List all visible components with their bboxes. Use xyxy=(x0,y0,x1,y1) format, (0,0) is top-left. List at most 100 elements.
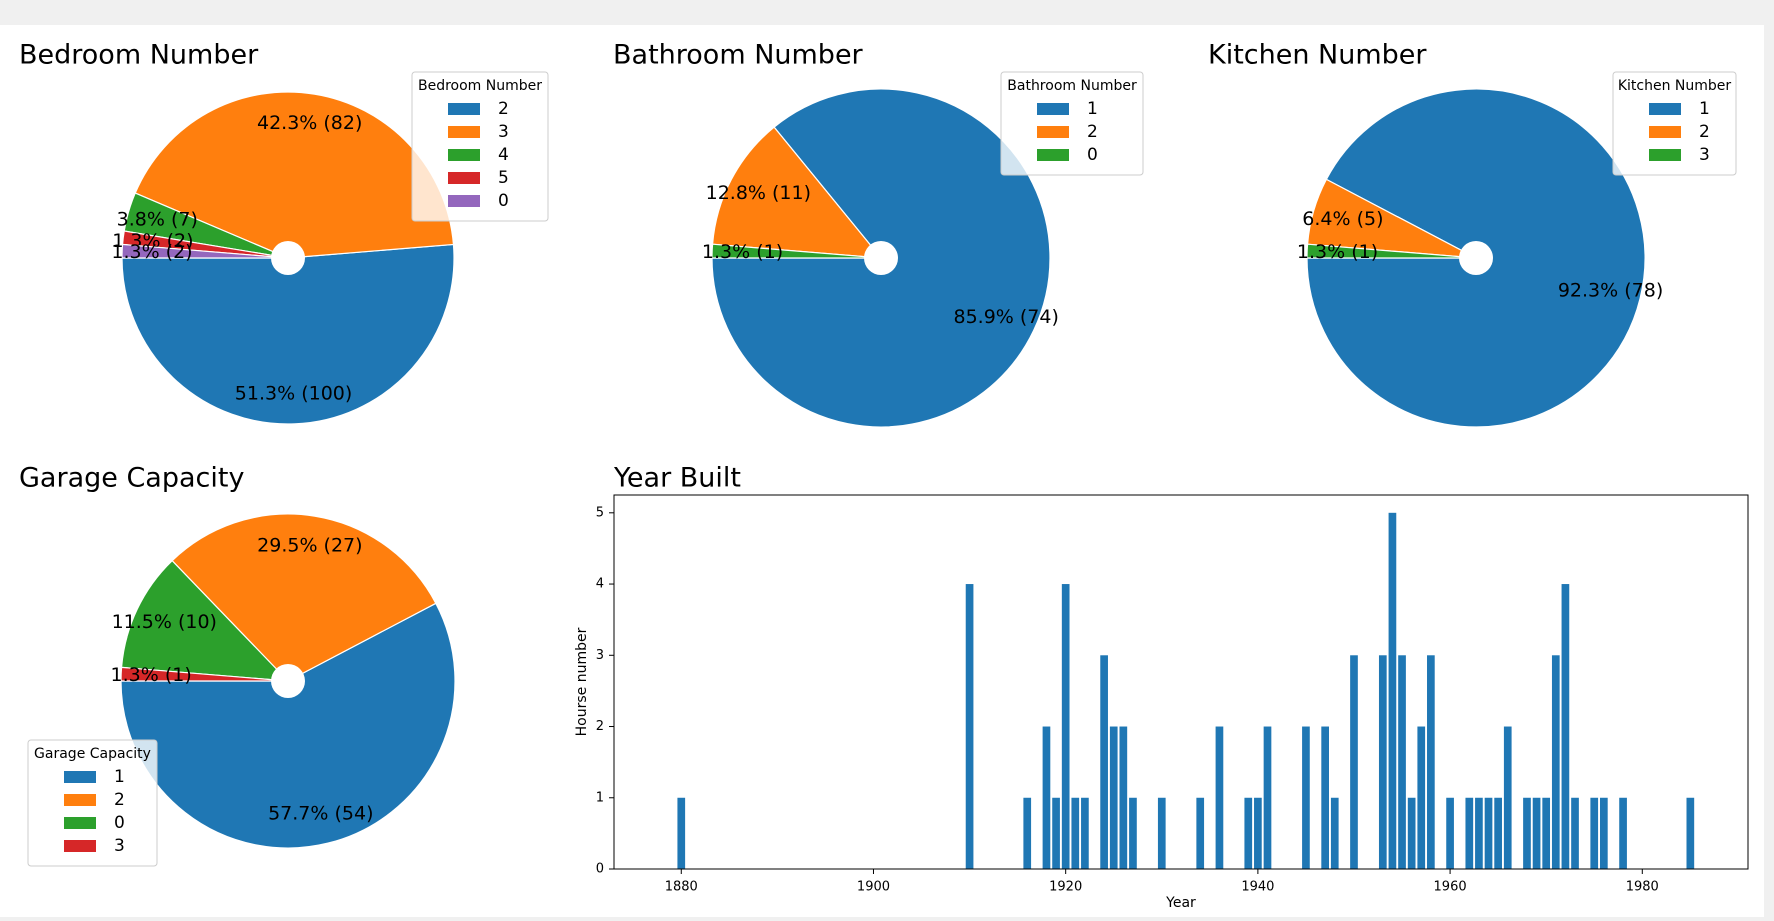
bar-1960 xyxy=(1446,797,1454,869)
y-tick-label: 5 xyxy=(596,505,604,520)
bar-1916 xyxy=(1023,797,1032,869)
bar-1926 xyxy=(1119,726,1128,869)
legend-entry-label: 4 xyxy=(498,145,509,165)
bar-1964 xyxy=(1484,797,1493,869)
legend-swatch-1 xyxy=(1649,103,1681,115)
legend-swatch-2 xyxy=(1649,126,1681,138)
legend-entry-label: 2 xyxy=(1699,122,1710,142)
legend-swatch-1 xyxy=(64,771,96,783)
bar-1910 xyxy=(965,584,974,869)
legend-entry-label: 3 xyxy=(114,836,125,856)
bar-1954 xyxy=(1388,512,1397,869)
plot-frame xyxy=(613,494,1749,870)
x-tick-label: 1940 xyxy=(1241,880,1274,895)
legend-entry-label: 0 xyxy=(498,191,509,211)
chart-title: Bedroom Number xyxy=(19,40,259,71)
chart-title: Kitchen Number xyxy=(1208,40,1427,71)
y-axis-label: Hourse number xyxy=(574,627,590,736)
bar-1924 xyxy=(1100,655,1108,869)
pie-center-hole xyxy=(1459,241,1493,275)
chart-title: Year Built xyxy=(613,463,741,494)
bar-1968 xyxy=(1523,797,1531,869)
pie-slice-label: 51.3% (100) xyxy=(235,383,353,405)
legend-swatch-0 xyxy=(64,817,96,829)
bar-1963 xyxy=(1475,797,1483,869)
legend-swatch-0 xyxy=(448,195,480,207)
x-axis-label: Year xyxy=(1165,895,1196,911)
bar-1955 xyxy=(1398,655,1406,869)
pie-slice-label: 1.3% (1) xyxy=(702,241,783,263)
chart-title: Bathroom Number xyxy=(613,40,864,71)
legend-title: Bathroom Number xyxy=(1007,78,1137,94)
bar-1934 xyxy=(1196,797,1205,869)
bar-1918 xyxy=(1042,726,1051,869)
pie-slice-label: 1.3% (1) xyxy=(111,664,192,686)
pie-slice-2 xyxy=(171,513,437,682)
legend-swatch-0 xyxy=(1037,149,1069,161)
y-tick-label: 4 xyxy=(596,577,604,592)
pie-slice-label: 29.5% (27) xyxy=(257,534,362,556)
bar-1948 xyxy=(1330,797,1339,869)
pie-slice-3 xyxy=(120,666,289,682)
bar-1958 xyxy=(1427,655,1435,869)
legend-frame xyxy=(1000,71,1144,176)
legend-swatch-2 xyxy=(448,103,480,115)
legend: Garage Capacity 1 2 0 3 xyxy=(27,739,158,867)
x-tick-label: 1960 xyxy=(1434,880,1467,895)
bar-1976 xyxy=(1600,797,1608,869)
bar-1972 xyxy=(1561,584,1570,869)
legend-title: Bedroom Number xyxy=(418,78,542,94)
legend-swatch-3 xyxy=(1649,149,1681,161)
legend-entry-label: 2 xyxy=(498,99,509,119)
legend: Bathroom Number 1 2 0 xyxy=(1000,71,1144,176)
bar-1922 xyxy=(1081,797,1089,869)
legend: Kitchen Number 1 2 3 xyxy=(1612,71,1737,176)
legend-entry-label: 0 xyxy=(1087,145,1098,165)
bar-1975 xyxy=(1590,797,1599,869)
legend-entry-label: 3 xyxy=(498,122,509,142)
legend-swatch-1 xyxy=(1037,103,1069,115)
chart-title: Garage Capacity xyxy=(19,463,244,494)
bar-1969 xyxy=(1532,797,1541,869)
legend-swatch-2 xyxy=(64,794,96,806)
pie-slice-3 xyxy=(1306,243,1477,259)
bar-1920 xyxy=(1061,584,1070,869)
pie-center-hole xyxy=(271,664,305,698)
legend-swatch-4 xyxy=(448,149,480,161)
pie-slice-2 xyxy=(711,126,883,259)
bar-1953 xyxy=(1378,655,1387,869)
pie-slice-0 xyxy=(121,243,289,259)
legend-entry-label: 5 xyxy=(498,168,509,188)
legend: Bedroom Number 2 3 4 5 0 xyxy=(411,71,549,222)
y-tick-label: 1 xyxy=(596,790,604,805)
bar-1927 xyxy=(1129,797,1137,869)
legend-swatch-5 xyxy=(448,172,480,184)
bar-1956 xyxy=(1407,797,1416,869)
pie-slice-0 xyxy=(120,559,290,682)
pie-chart-3: Garage Capacity 57.7% (54) 29.5% (27) 11.5%… xyxy=(19,463,456,867)
bar-1930 xyxy=(1157,797,1166,869)
bar-1939 xyxy=(1244,797,1253,869)
bar-1978 xyxy=(1619,797,1627,869)
legend-entry-label: 0 xyxy=(114,813,125,833)
pie-slice-label: 1.3% (1) xyxy=(1297,241,1378,263)
figure-canvas: Bedroom Number 51.3% (100) 42.3% (82) 3.8% … xyxy=(0,25,1764,917)
pie-slice-1 xyxy=(711,88,1051,428)
legend-frame xyxy=(1612,71,1737,176)
legend-entry-label: 2 xyxy=(1087,122,1098,142)
pie-center-hole xyxy=(864,241,898,275)
pie-slice-label: 1.3% (2) xyxy=(111,241,192,263)
pie-slice-0 xyxy=(711,243,882,259)
pie-slice-label: 12.8% (11) xyxy=(706,182,811,204)
pie-slice-label: 57.7% (54) xyxy=(268,802,373,824)
bar-1965 xyxy=(1494,797,1502,869)
legend-entry-label: 1 xyxy=(114,767,125,787)
legend-title: Garage Capacity xyxy=(34,746,151,762)
legend-swatch-3 xyxy=(448,126,480,138)
legend-title: Kitchen Number xyxy=(1618,78,1732,94)
pie-slice-label: 3.8% (7) xyxy=(117,209,198,231)
legend-swatch-2 xyxy=(1037,126,1069,138)
bar-1973 xyxy=(1571,797,1579,869)
bar-1966 xyxy=(1503,726,1512,869)
pie-slice-label: 6.4% (5) xyxy=(1302,208,1383,230)
